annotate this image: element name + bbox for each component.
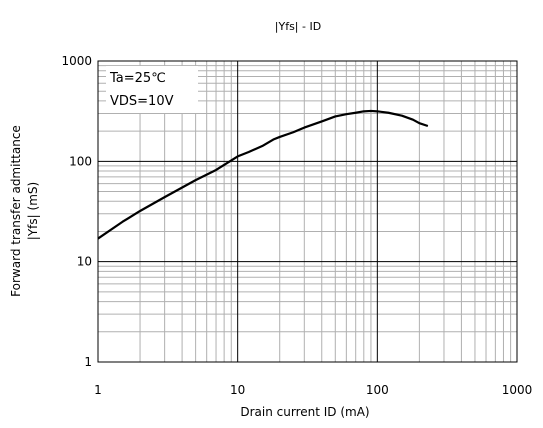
y-axis-label-line1: Forward transfer admittance xyxy=(9,125,23,297)
y-axis-label-line2: |Yfs| (mS) xyxy=(26,182,40,240)
series-line xyxy=(97,109,429,240)
x-tick-label: 100 xyxy=(366,383,389,397)
y-tick-labels: 1 10 100 1000 xyxy=(61,54,92,369)
x-tick-label: 1 xyxy=(94,383,102,397)
x-tick-label: 10 xyxy=(230,383,245,397)
chart-title: |Yfs| - ID xyxy=(275,20,321,33)
y-tick-label: 1000 xyxy=(61,54,92,68)
annotation-ta: Ta=25℃ xyxy=(109,71,166,86)
y-tick-label: 100 xyxy=(69,154,92,168)
x-axis-label: Drain current ID (mA) xyxy=(240,405,369,419)
grid xyxy=(98,61,517,362)
plot-frame xyxy=(97,60,518,363)
x-tick-labels: 1 10 100 1000 xyxy=(94,383,532,397)
annotation-box xyxy=(106,66,198,113)
y-tick-label: 1 xyxy=(84,355,92,369)
annotation-vds: VDS=10V xyxy=(110,94,174,109)
y-tick-label: 10 xyxy=(77,255,92,269)
x-tick-label: 1000 xyxy=(502,383,533,397)
